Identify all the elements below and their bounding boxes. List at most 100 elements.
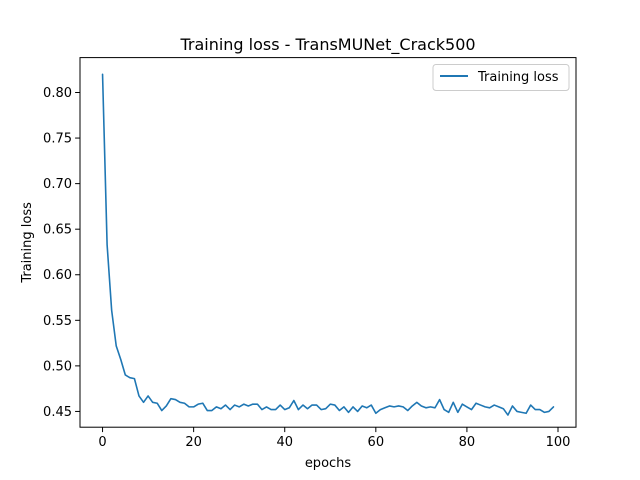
data-point (234, 404, 236, 406)
data-point (443, 409, 445, 411)
data-point (466, 406, 468, 408)
data-point (238, 406, 240, 408)
data-point (398, 405, 400, 407)
data-point (407, 410, 409, 412)
data-point (147, 395, 149, 397)
plot-area (79, 57, 577, 428)
legend-label: Training loss (477, 70, 559, 85)
x-axis-ticks: 0 20 40 60 80 100 (98, 427, 570, 450)
data-point (211, 410, 213, 412)
data-point (179, 402, 181, 404)
data-point (302, 404, 304, 406)
y-tick-label: 0.80 (43, 86, 72, 101)
data-point (202, 402, 204, 404)
data-point (534, 409, 536, 411)
data-point (307, 408, 309, 410)
data-point (498, 406, 500, 408)
y-tick-label: 0.70 (43, 177, 72, 192)
data-point (197, 403, 199, 405)
data-point (448, 412, 450, 414)
data-point (425, 407, 427, 409)
data-point (544, 412, 546, 414)
data-point (457, 412, 459, 414)
data-point (106, 244, 108, 246)
data-point (170, 398, 172, 400)
data-point (416, 402, 418, 404)
data-point (439, 399, 441, 401)
y-tick-label: 0.55 (43, 314, 72, 329)
data-point (247, 405, 249, 407)
data-point (161, 410, 163, 412)
data-point (489, 407, 491, 409)
y-tick-label: 0.60 (43, 268, 72, 283)
data-point (134, 378, 136, 380)
data-point (525, 412, 527, 414)
data-point (334, 404, 336, 406)
data-point (175, 399, 177, 401)
data-point (421, 405, 423, 407)
data-point (480, 404, 482, 406)
data-point (553, 406, 555, 408)
y-tick-label: 0.65 (43, 223, 72, 238)
data-point (393, 406, 395, 408)
legend: Training loss (432, 64, 570, 91)
data-point (288, 407, 290, 409)
data-point (220, 408, 222, 410)
data-point (166, 405, 168, 407)
data-point (402, 406, 404, 408)
data-point (380, 409, 382, 411)
data-point (229, 409, 231, 411)
x-tick-label: 60 (368, 435, 385, 450)
data-point (434, 407, 436, 409)
data-point (430, 406, 432, 408)
data-point (503, 408, 505, 410)
data-point (370, 404, 372, 406)
x-tick-label: 20 (185, 435, 202, 450)
data-point (311, 404, 313, 406)
data-point (216, 406, 218, 408)
data-point (493, 404, 495, 406)
data-point (316, 404, 318, 406)
data-point (507, 414, 509, 416)
data-point (298, 409, 300, 411)
data-point (188, 406, 190, 408)
data-point (261, 409, 263, 411)
data-point (184, 402, 186, 404)
data-point (329, 403, 331, 405)
plot-frame (79, 57, 577, 428)
data-point (320, 409, 322, 411)
x-tick-label: 0 (98, 435, 106, 450)
data-point (266, 406, 268, 408)
data-point (284, 409, 286, 411)
data-point (357, 411, 359, 413)
series-line-0 (101, 73, 555, 416)
data-point (384, 407, 386, 409)
y-axis-label: Training loss (20, 202, 35, 284)
data-point (339, 410, 341, 412)
x-tick-label: 100 (546, 435, 571, 450)
data-point (352, 406, 354, 408)
data-point (293, 400, 295, 402)
y-tick-label: 0.50 (43, 359, 72, 374)
data-point (152, 402, 154, 404)
x-tick-label: 80 (459, 435, 476, 450)
data-point (270, 409, 272, 411)
y-tick-label: 0.75 (43, 132, 72, 147)
data-point (411, 405, 413, 407)
data-point (348, 412, 350, 414)
data-point (516, 411, 518, 413)
data-point (207, 410, 209, 412)
data-point (471, 409, 473, 411)
data-point (521, 412, 523, 414)
data-point (462, 403, 464, 405)
data-point (375, 412, 377, 414)
data-point (279, 404, 281, 406)
data-point (484, 406, 486, 408)
data-point (252, 403, 254, 405)
x-axis-label: epochs (305, 456, 352, 471)
data-point (102, 73, 104, 75)
data-point (129, 377, 131, 379)
data-point (475, 402, 477, 404)
data-point (243, 403, 245, 405)
x-tick-label: 40 (276, 435, 293, 450)
